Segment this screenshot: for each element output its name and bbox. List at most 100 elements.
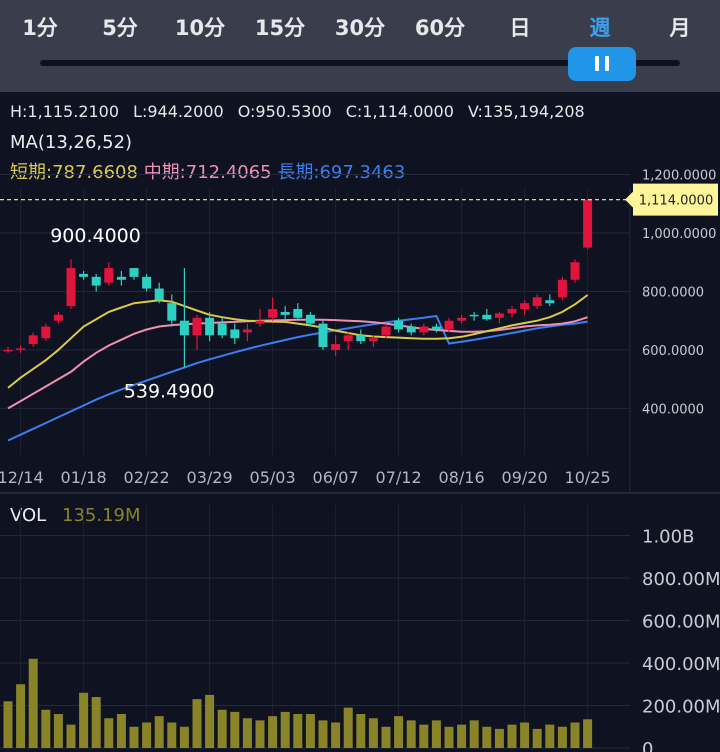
tab-monthly[interactable]: 月 xyxy=(669,16,691,40)
candle-body xyxy=(406,326,416,333)
candle-body xyxy=(205,317,215,336)
volume-bar xyxy=(205,694,215,748)
volume-bar xyxy=(583,719,593,748)
volume-bar xyxy=(53,714,63,748)
candle-body xyxy=(268,308,278,318)
volume-bar xyxy=(154,716,164,748)
volume-bar xyxy=(16,684,26,748)
candle-body xyxy=(494,313,504,318)
ma-long-label: 長期:697.3463 xyxy=(277,162,406,183)
ma-short-label: 短期:787.6608 xyxy=(10,162,138,183)
candle-body xyxy=(469,314,479,317)
tab-weekly[interactable]: 週 xyxy=(589,16,611,40)
tab-15min[interactable]: 15分 xyxy=(254,16,306,40)
x-tick-label: 03/29 xyxy=(187,468,233,487)
low-value: L:944.2000 xyxy=(133,102,224,121)
candle-body xyxy=(16,348,26,350)
volume-bar xyxy=(545,724,555,748)
candle-body xyxy=(217,323,227,336)
last-price-tag xyxy=(625,183,718,216)
tab-30min[interactable]: 30分 xyxy=(334,16,386,40)
volume-bar xyxy=(444,726,454,748)
volume-bar xyxy=(431,720,441,748)
ohlc-readout: H:1,115.2100 L:944.2000 O:950.5300 C:1,114.… xyxy=(10,102,599,121)
x-axis-band xyxy=(0,455,630,493)
volume-bar xyxy=(255,720,265,748)
candle-body xyxy=(79,273,89,277)
volume-bar xyxy=(331,722,341,748)
last-price-label: 1,114.0000 xyxy=(639,194,713,209)
candle-body xyxy=(583,199,593,248)
volume-bar xyxy=(142,722,152,748)
volume-bar xyxy=(3,701,13,748)
candle-body xyxy=(129,268,139,277)
volume-bar xyxy=(381,726,391,748)
volume-bar xyxy=(557,726,567,748)
volume-bar xyxy=(419,724,429,748)
volume-bar xyxy=(28,658,38,748)
volume-bar xyxy=(343,707,353,748)
volume-tick-label: 400.00M xyxy=(642,654,720,675)
candle-body xyxy=(507,308,517,314)
ma-long-line xyxy=(7,314,588,442)
volume-bar xyxy=(217,709,227,748)
candle-body xyxy=(53,314,63,321)
open-value: O:950.5300 xyxy=(237,102,332,121)
ma-short-line xyxy=(7,294,589,389)
tab-daily[interactable]: 日 xyxy=(509,16,531,40)
candle-body xyxy=(545,300,555,304)
ma-mid-label: 中期:712.4065 xyxy=(143,162,272,183)
volume-tick-label: 600.00M xyxy=(642,612,720,633)
candle-body xyxy=(66,268,76,307)
volume-bar xyxy=(532,728,542,748)
volume-bar xyxy=(167,722,177,748)
candle-body xyxy=(41,326,51,339)
tab-10min[interactable]: 10分 xyxy=(174,16,226,40)
candle-body xyxy=(28,335,38,345)
candle-body xyxy=(305,314,315,324)
volume-bar xyxy=(268,716,278,748)
volume-bar xyxy=(91,697,101,748)
candle-body xyxy=(343,335,353,342)
price-tick-label: 600.0000 xyxy=(642,344,704,359)
candle-body xyxy=(242,329,252,333)
tab-5min[interactable]: 5分 xyxy=(102,16,138,40)
ma-title: MA(13,26,52) xyxy=(10,132,133,153)
volume-bar xyxy=(192,699,202,748)
x-tick-label: 07/12 xyxy=(376,468,422,487)
candle-body xyxy=(293,308,303,318)
candle-body xyxy=(444,320,454,330)
volume-tick-label: 200.00M xyxy=(642,697,720,718)
candle-body xyxy=(419,326,429,333)
candle-body xyxy=(520,303,530,309)
volume-bar xyxy=(230,711,240,748)
candle-body xyxy=(142,276,152,289)
volume-bar xyxy=(179,726,189,748)
candle-body xyxy=(280,311,290,315)
volume-bar xyxy=(368,718,378,748)
candle-body xyxy=(91,276,101,286)
price-tick-label: 1,000.0000 xyxy=(642,227,716,242)
volume-tick-label: 1.00B xyxy=(642,527,694,548)
x-tick-label: 06/07 xyxy=(313,468,359,487)
volume-bar xyxy=(116,714,126,748)
volume-bar xyxy=(79,692,89,748)
candle-body xyxy=(482,314,492,320)
zoom-slider-track[interactable] xyxy=(40,60,680,66)
tab-60min[interactable]: 60分 xyxy=(414,16,466,40)
tab-1min[interactable]: 1分 xyxy=(22,16,58,40)
close-value: C:1,114.0000 xyxy=(345,102,454,121)
x-tick-label: 05/03 xyxy=(250,468,296,487)
candle-body xyxy=(331,344,341,350)
volume-bar xyxy=(520,722,530,748)
candle-body xyxy=(356,335,366,342)
volume-bar xyxy=(570,722,580,748)
volume-bar xyxy=(305,714,315,748)
price-tick-label: 800.0000 xyxy=(642,285,704,300)
volume-bar xyxy=(293,714,303,748)
volume-bar xyxy=(507,724,517,748)
zoom-slider-handle[interactable] xyxy=(568,47,636,81)
candle-body xyxy=(318,323,328,347)
volume-bar xyxy=(356,714,366,748)
